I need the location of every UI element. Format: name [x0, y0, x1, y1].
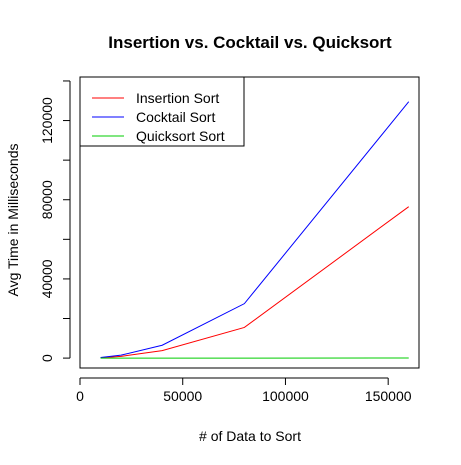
legend-label-1: Cocktail Sort [136, 109, 215, 125]
legend-label-2: Quicksort Sort [136, 128, 225, 144]
series-line-1 [100, 101, 410, 359]
x-tick-label: 0 [76, 388, 84, 404]
series-line-0 [100, 206, 410, 359]
series-layer [100, 101, 410, 359]
y-axis-label: Avg Time in Milliseconds [5, 143, 21, 296]
y-tick-label: 80000 [39, 180, 55, 219]
y-tick-label: 120000 [39, 97, 55, 144]
x-tick-label: 150000 [365, 388, 412, 404]
plot-box [79, 76, 420, 369]
legend: Insertion Sort Cocktail Sort Quicksort Sor… [79, 76, 245, 147]
y-axis: 0 40000 80000 120000 [39, 80, 71, 362]
x-tick-label: 50000 [163, 388, 202, 404]
chart-title: Insertion vs. Cocktail vs. Quicksort [108, 33, 392, 52]
legend-label-0: Insertion Sort [136, 90, 219, 106]
y-tick-label: 0 [39, 354, 55, 362]
x-tick-label: 100000 [262, 388, 309, 404]
x-axis: 0 50000 100000 150000 [76, 377, 412, 404]
legend-box [79, 76, 245, 147]
y-tick-label: 40000 [39, 259, 55, 298]
x-axis-label: # of Data to Sort [199, 428, 301, 444]
